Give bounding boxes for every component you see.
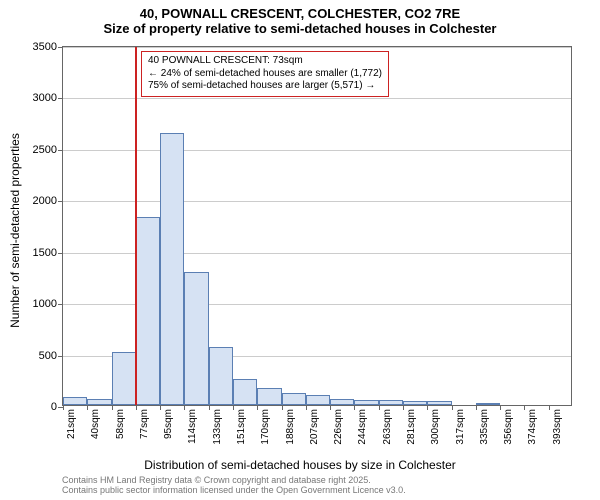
- histogram-bar: [112, 352, 136, 405]
- xtick-label: 335sqm: [479, 405, 490, 445]
- xtick-label: 114sqm: [187, 405, 198, 444]
- xtick-mark: [306, 405, 307, 410]
- xtick-label: 263sqm: [382, 405, 393, 445]
- xtick-label: 374sqm: [527, 405, 538, 445]
- xtick-mark: [452, 405, 453, 410]
- gridline: [63, 150, 571, 151]
- histogram-bar: [160, 133, 184, 405]
- ytick-label: 2000: [33, 195, 63, 207]
- annotation-line1: 40 POWNALL CRESCENT: 73sqm: [148, 55, 382, 68]
- xtick-mark: [87, 405, 88, 410]
- xtick-label: 77sqm: [139, 405, 150, 439]
- xtick-label: 300sqm: [430, 405, 441, 445]
- histogram-bar: [306, 395, 330, 405]
- xtick-mark: [427, 405, 428, 410]
- xtick-mark: [112, 405, 113, 410]
- xtick-mark: [209, 405, 210, 410]
- gridline: [63, 47, 571, 48]
- highlight-line: [135, 47, 137, 405]
- histogram-bar: [233, 379, 257, 405]
- xtick-label: 226sqm: [333, 405, 344, 445]
- xtick-mark: [354, 405, 355, 410]
- xtick-mark: [330, 405, 331, 410]
- xtick-mark: [379, 405, 380, 410]
- histogram-chart: 40, POWNALL CRESCENT, COLCHESTER, CO2 7R…: [0, 0, 600, 500]
- gridline: [63, 201, 571, 202]
- xtick-label: 356sqm: [503, 405, 514, 445]
- xtick-label: 207sqm: [309, 405, 320, 445]
- xtick-label: 170sqm: [260, 405, 271, 445]
- footer-line2: Contains public sector information licen…: [62, 486, 406, 496]
- histogram-bar: [136, 217, 160, 405]
- xtick-mark: [63, 405, 64, 410]
- ytick-label: 3000: [33, 92, 63, 104]
- xtick-label: 244sqm: [357, 405, 368, 445]
- ytick-label: 1500: [33, 247, 63, 259]
- plot-area: 050010001500200025003000350021sqm40sqm58…: [62, 46, 572, 406]
- histogram-bar: [184, 272, 208, 405]
- x-axis-label: Distribution of semi-detached houses by …: [0, 458, 600, 472]
- ytick-label: 1000: [33, 298, 63, 310]
- chart-footer: Contains HM Land Registry data © Crown c…: [62, 476, 406, 496]
- xtick-label: 58sqm: [115, 405, 126, 439]
- ytick-label: 2500: [33, 144, 63, 156]
- xtick-mark: [524, 405, 525, 410]
- xtick-label: 133sqm: [212, 405, 223, 445]
- xtick-mark: [500, 405, 501, 410]
- histogram-bar: [63, 397, 87, 405]
- xtick-mark: [160, 405, 161, 410]
- xtick-label: 393sqm: [552, 405, 563, 445]
- chart-title-block: 40, POWNALL CRESCENT, COLCHESTER, CO2 7R…: [0, 0, 600, 36]
- histogram-bar: [282, 393, 306, 405]
- xtick-label: 95sqm: [163, 405, 174, 439]
- xtick-mark: [549, 405, 550, 410]
- xtick-label: 188sqm: [285, 405, 296, 445]
- xtick-mark: [476, 405, 477, 410]
- annotation-line3: 75% of semi-detached houses are larger (…: [148, 80, 382, 93]
- chart-title-line1: 40, POWNALL CRESCENT, COLCHESTER, CO2 7R…: [0, 6, 600, 21]
- xtick-mark: [136, 405, 137, 410]
- xtick-mark: [257, 405, 258, 410]
- xtick-label: 40sqm: [90, 405, 101, 439]
- xtick-label: 21sqm: [66, 405, 77, 439]
- ytick-label: 0: [51, 401, 63, 413]
- ytick-label: 500: [39, 350, 63, 362]
- chart-title-line2: Size of property relative to semi-detach…: [0, 21, 600, 36]
- xtick-mark: [184, 405, 185, 410]
- y-axis-label: Number of semi-detached properties: [8, 133, 22, 328]
- histogram-bar: [257, 388, 281, 405]
- xtick-label: 281sqm: [406, 405, 417, 445]
- xtick-label: 151sqm: [236, 405, 247, 445]
- gridline: [63, 98, 571, 99]
- xtick-label: 317sqm: [455, 405, 466, 445]
- ytick-label: 3500: [33, 41, 63, 53]
- highlight-annotation: 40 POWNALL CRESCENT: 73sqm ← 24% of semi…: [141, 51, 389, 97]
- xtick-mark: [233, 405, 234, 410]
- histogram-bar: [209, 347, 233, 405]
- xtick-mark: [282, 405, 283, 410]
- annotation-line2: ← 24% of semi-detached houses are smalle…: [148, 68, 382, 81]
- xtick-mark: [403, 405, 404, 410]
